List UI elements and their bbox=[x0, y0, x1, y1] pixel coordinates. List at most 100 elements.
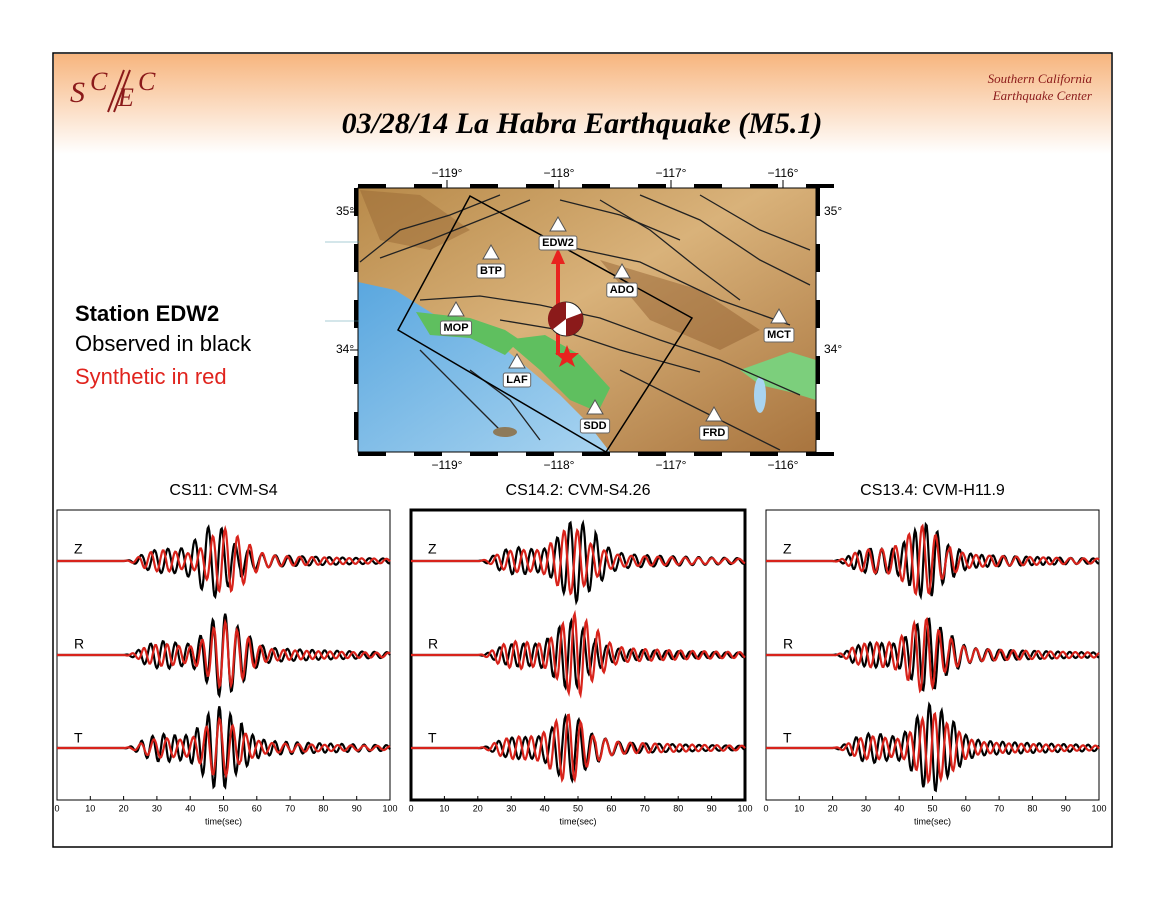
lat-tick-label: 34° bbox=[336, 342, 354, 356]
lon-tick-label: −116° bbox=[768, 458, 799, 472]
x-tick-label: 30 bbox=[861, 803, 871, 813]
station-label: BTP bbox=[480, 265, 502, 277]
x-tick-label: 100 bbox=[737, 803, 752, 813]
component-label: Z bbox=[74, 541, 83, 557]
map-border bbox=[526, 184, 554, 188]
x-tick-label: 80 bbox=[318, 803, 328, 813]
map-border bbox=[816, 244, 820, 272]
x-tick-label: 60 bbox=[606, 803, 616, 813]
legend-synthetic: Synthetic in red bbox=[75, 364, 227, 389]
x-tick-label: 40 bbox=[185, 803, 195, 813]
map-border bbox=[354, 412, 358, 440]
header-band bbox=[54, 54, 1111, 154]
x-tick-label: 80 bbox=[1027, 803, 1037, 813]
component-label: T bbox=[783, 730, 792, 746]
map-border bbox=[816, 356, 820, 384]
x-tick-label: 0 bbox=[763, 803, 768, 813]
station-label-box bbox=[502, 372, 532, 388]
x-tick-label: 10 bbox=[794, 803, 804, 813]
station-marker bbox=[705, 405, 723, 422]
organization: Earthquake Center bbox=[992, 88, 1093, 103]
map-border bbox=[354, 244, 358, 272]
x-axis-label: time(sec) bbox=[559, 816, 596, 826]
map-border bbox=[582, 184, 610, 188]
legend-observed: Observed in black bbox=[75, 331, 252, 356]
synthetic-waveform bbox=[411, 609, 746, 699]
station-label: MOP bbox=[443, 322, 468, 334]
synthetic-waveform bbox=[766, 523, 1100, 597]
x-tick-label: 70 bbox=[285, 803, 295, 813]
x-tick-label: 40 bbox=[894, 803, 904, 813]
station-marker bbox=[770, 307, 788, 324]
map-border bbox=[414, 184, 442, 188]
station-label-box bbox=[476, 263, 506, 279]
station-label-box bbox=[579, 418, 611, 434]
station-marker bbox=[549, 215, 567, 232]
map-border bbox=[816, 300, 820, 328]
lon-tick-label: −119° bbox=[432, 458, 463, 472]
lat-tick-label: 35° bbox=[336, 204, 354, 218]
x-tick-label: 0 bbox=[408, 803, 413, 813]
map-border bbox=[694, 184, 722, 188]
title: 03/28/14 La Habra Earthquake (M5.1) bbox=[342, 107, 823, 140]
map-border bbox=[816, 412, 820, 440]
map-border bbox=[694, 452, 722, 456]
station-marker bbox=[508, 352, 526, 369]
logo-letter: C bbox=[138, 67, 156, 96]
map-border bbox=[816, 188, 820, 216]
map-border bbox=[750, 184, 778, 188]
map-border bbox=[358, 452, 386, 456]
lon-tick-label: −117° bbox=[656, 166, 687, 180]
lon-tick-label: −118° bbox=[544, 166, 575, 180]
panel-title: CS11: CVM-S4 bbox=[169, 482, 277, 499]
panel-title: CS14.2: CVM-S4.26 bbox=[506, 482, 651, 499]
station-label: MCT bbox=[767, 329, 791, 341]
lat-tick-label: 34° bbox=[824, 342, 842, 356]
x-tick-label: 20 bbox=[828, 803, 838, 813]
x-tick-label: 90 bbox=[352, 803, 362, 813]
station-label-box bbox=[439, 320, 473, 336]
x-tick-label: 0 bbox=[54, 803, 59, 813]
station-label-box bbox=[606, 282, 638, 298]
logo-letter: C bbox=[90, 67, 108, 96]
station-label: ADO bbox=[610, 284, 635, 296]
logo-letter: S bbox=[70, 76, 85, 109]
x-axis-label: time(sec) bbox=[205, 816, 242, 826]
station-label-box bbox=[538, 235, 578, 251]
component-label: Z bbox=[783, 541, 792, 557]
station-marker bbox=[447, 300, 465, 317]
x-tick-label: 90 bbox=[707, 803, 717, 813]
lon-tick-label: −117° bbox=[656, 458, 687, 472]
panel-title: CS13.4: CVM-H11.9 bbox=[860, 482, 1005, 499]
logo: S C E C bbox=[70, 67, 156, 113]
map-border bbox=[750, 452, 778, 456]
lon-tick-label: −116° bbox=[768, 166, 799, 180]
synthetic-waveform bbox=[411, 527, 746, 596]
x-tick-label: 20 bbox=[119, 803, 129, 813]
x-tick-label: 50 bbox=[573, 803, 583, 813]
station-marker bbox=[586, 398, 604, 415]
station-marker bbox=[613, 262, 631, 279]
map-border bbox=[806, 184, 834, 188]
x-tick-label: 10 bbox=[85, 803, 95, 813]
x-tick-label: 20 bbox=[473, 803, 483, 813]
x-tick-label: 10 bbox=[439, 803, 449, 813]
x-tick-label: 30 bbox=[506, 803, 516, 813]
x-tick-label: 70 bbox=[994, 803, 1004, 813]
component-label: T bbox=[74, 730, 83, 746]
map-border bbox=[582, 452, 610, 456]
map bbox=[354, 184, 834, 456]
station-label: LAF bbox=[506, 374, 528, 386]
lat-tick-label: 35° bbox=[824, 204, 842, 218]
x-tick-label: 50 bbox=[218, 803, 228, 813]
frame bbox=[52, 52, 1113, 848]
legend-station: Station EDW2 bbox=[75, 301, 219, 326]
map-border bbox=[638, 452, 666, 456]
synthetic-waveform bbox=[766, 711, 1100, 785]
component-label: Z bbox=[428, 541, 437, 557]
x-tick-label: 40 bbox=[540, 803, 550, 813]
synthetic-waveform bbox=[57, 618, 391, 690]
station-label: FRD bbox=[703, 427, 726, 439]
